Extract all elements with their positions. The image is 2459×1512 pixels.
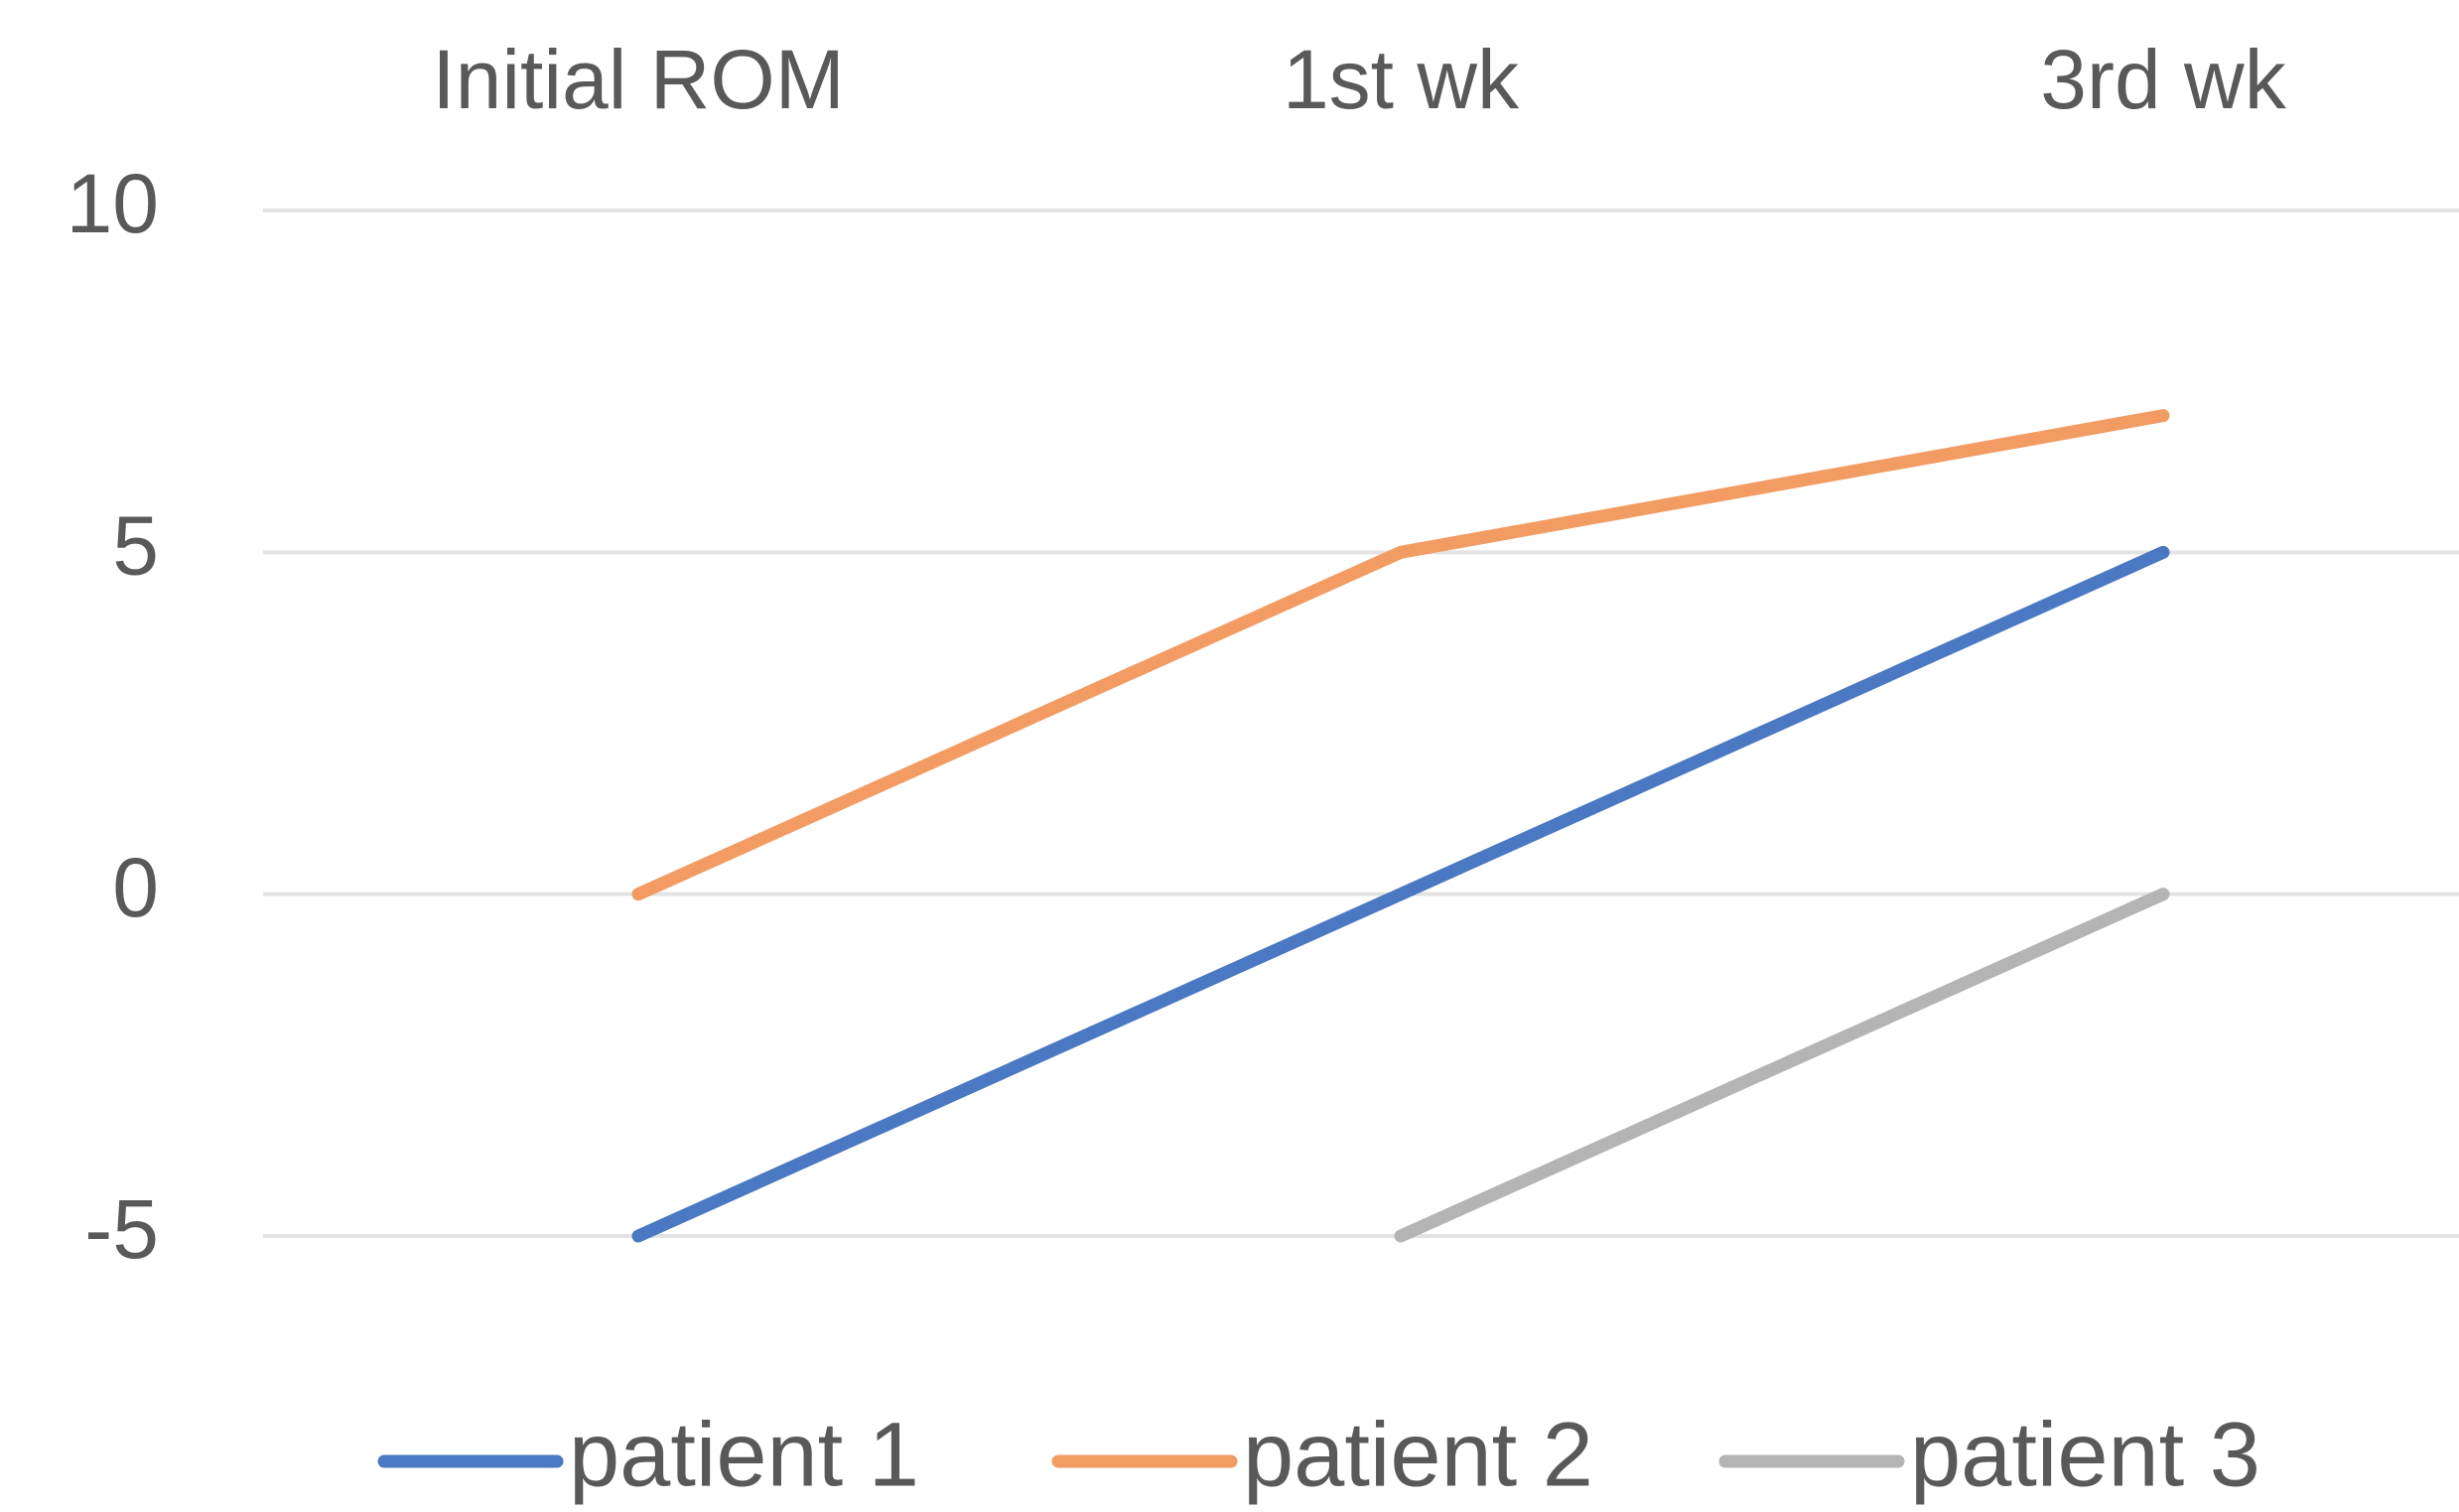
series-line xyxy=(1394,888,2170,1243)
series-line xyxy=(631,545,2170,1243)
legend-label: patient 2 xyxy=(1243,1404,1593,1505)
x-tick-label: 3rd wk xyxy=(2040,33,2286,126)
x-tick-label: Initial ROM xyxy=(432,33,844,126)
series-line xyxy=(631,409,2170,901)
legend-label: patient 1 xyxy=(569,1404,919,1505)
legend-label: patient 3 xyxy=(1910,1404,2260,1505)
y-tick-label: 5 xyxy=(112,499,159,593)
y-tick-label: 0 xyxy=(112,841,159,934)
y-tick-label: -5 xyxy=(84,1182,159,1276)
x-tick-label: 1st wk xyxy=(1283,33,1520,126)
y-tick-label: 10 xyxy=(67,157,159,250)
